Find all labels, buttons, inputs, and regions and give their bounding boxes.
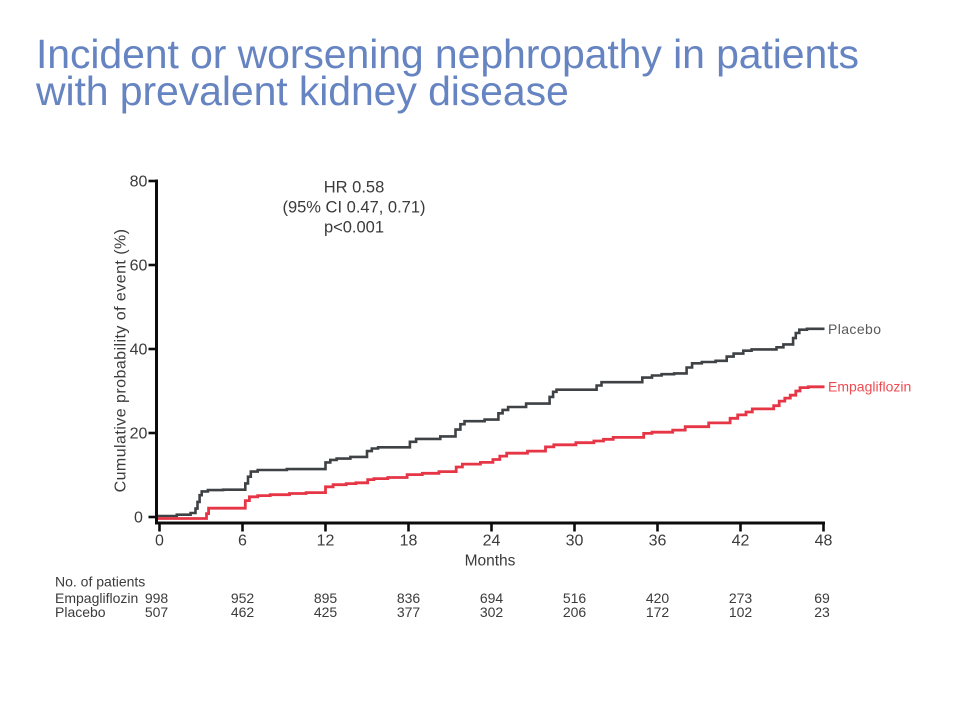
svg-text:40: 40 bbox=[130, 342, 148, 359]
svg-text:507: 507 bbox=[145, 604, 169, 620]
svg-text:36: 36 bbox=[649, 533, 667, 550]
svg-text:Placebo: Placebo bbox=[55, 604, 106, 620]
svg-text:952: 952 bbox=[231, 590, 255, 606]
svg-text:23: 23 bbox=[814, 604, 830, 620]
svg-text:No. of patients: No. of patients bbox=[55, 574, 145, 590]
svg-text:48: 48 bbox=[815, 533, 833, 550]
svg-text:12: 12 bbox=[317, 533, 335, 550]
svg-text:Empagliflozin: Empagliflozin bbox=[828, 379, 911, 395]
svg-text:24: 24 bbox=[483, 533, 501, 550]
svg-text:420: 420 bbox=[646, 590, 670, 606]
svg-text:206: 206 bbox=[563, 604, 587, 620]
svg-text:69: 69 bbox=[814, 590, 830, 606]
svg-text:6: 6 bbox=[238, 533, 247, 550]
svg-text:694: 694 bbox=[480, 590, 504, 606]
svg-text:836: 836 bbox=[397, 590, 421, 606]
svg-text:42: 42 bbox=[732, 533, 750, 550]
svg-text:516: 516 bbox=[563, 590, 587, 606]
svg-text:Empagliflozin: Empagliflozin bbox=[55, 590, 138, 606]
svg-text:60: 60 bbox=[130, 258, 148, 275]
svg-text:998: 998 bbox=[145, 590, 169, 606]
svg-text:Placebo: Placebo bbox=[828, 321, 881, 337]
svg-text:20: 20 bbox=[130, 426, 148, 443]
svg-text:18: 18 bbox=[400, 533, 418, 550]
svg-text:895: 895 bbox=[314, 590, 338, 606]
svg-text:HR 0.58: HR 0.58 bbox=[324, 179, 385, 197]
svg-text:302: 302 bbox=[480, 604, 504, 620]
svg-text:0: 0 bbox=[134, 510, 143, 527]
svg-text:0: 0 bbox=[155, 533, 164, 550]
svg-text:102: 102 bbox=[729, 604, 753, 620]
svg-text:377: 377 bbox=[397, 604, 421, 620]
svg-text:273: 273 bbox=[729, 590, 753, 606]
svg-text:172: 172 bbox=[646, 604, 670, 620]
svg-text:(95% CI 0.47, 0.71): (95% CI 0.47, 0.71) bbox=[282, 199, 425, 217]
svg-text:30: 30 bbox=[566, 533, 584, 550]
svg-text:Months: Months bbox=[465, 553, 516, 570]
svg-text:p<0.001: p<0.001 bbox=[324, 219, 384, 237]
svg-text:462: 462 bbox=[231, 604, 255, 620]
svg-text:80: 80 bbox=[130, 174, 148, 191]
svg-text:425: 425 bbox=[314, 604, 338, 620]
svg-text:Cumulative probability of even: Cumulative probability of event (%) bbox=[113, 229, 130, 493]
